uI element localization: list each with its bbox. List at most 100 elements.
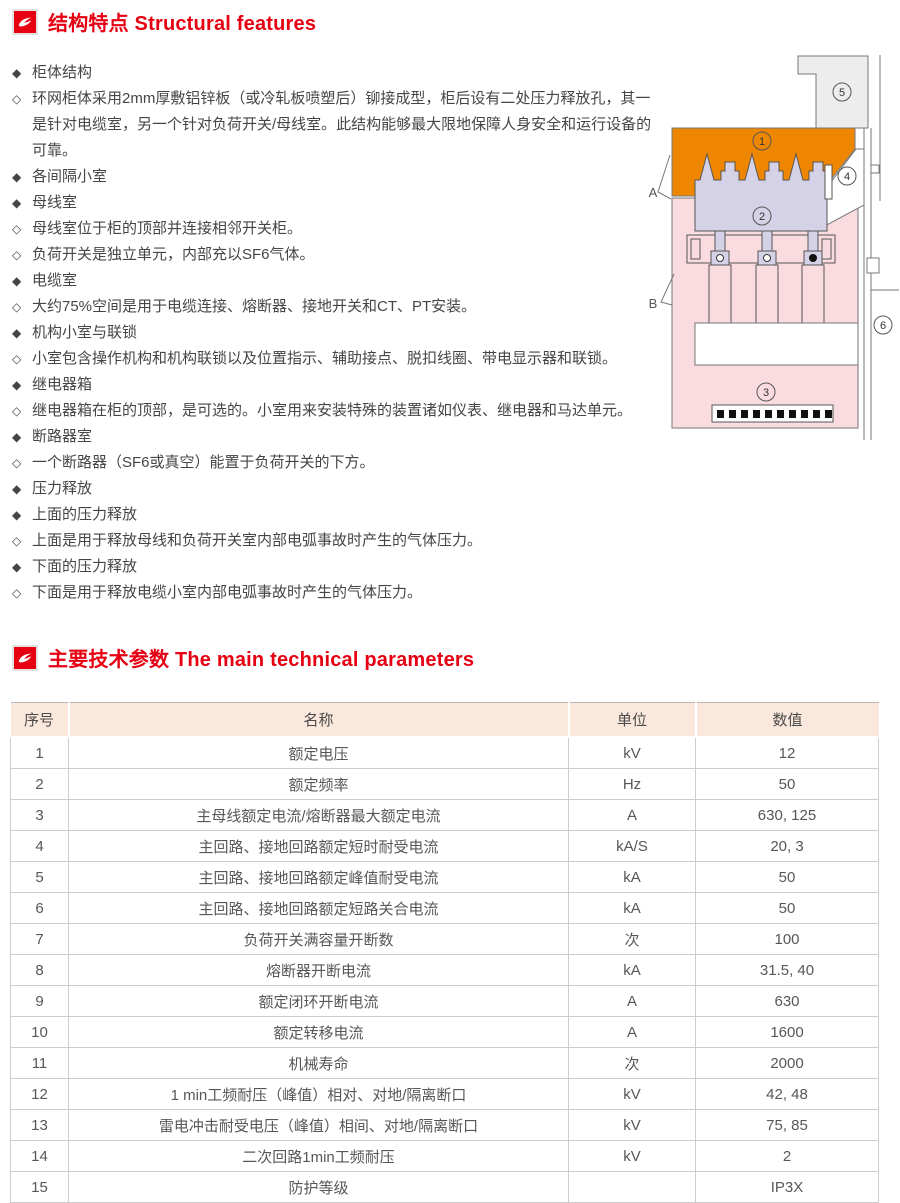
feature-item: ◆ 上面的压力释放 bbox=[12, 502, 660, 528]
cell-index: 6 bbox=[10, 892, 69, 924]
cell-unit bbox=[568, 1171, 696, 1203]
section-header-structural: 结构特点 Structural features bbox=[12, 7, 316, 36]
cell-value: 2000 bbox=[695, 1047, 879, 1079]
feature-text: 环网柜体采用2mm厚敷铝锌板（或冷轧板喷塑后）铆接成型，柜后设有二处压力释放孔，… bbox=[32, 90, 652, 159]
structural-features-list: ◆ 柜体结构 ◇ 环网柜体采用2mm厚敷铝锌板（或冷轧板喷塑后）铆接成型，柜后设有二处… bbox=[12, 60, 660, 606]
marker-4: 4 bbox=[844, 171, 850, 183]
feature-item: ◇ 继电器箱在柜的顶部，是可选的。小室用来安装特殊的装置诸如仪表、继电器和马达单元… bbox=[12, 398, 660, 424]
parameter-row: 9 额定闭环开断电流 A 630 bbox=[10, 985, 879, 1017]
filled-diamond-bullet-icon: ◆ bbox=[12, 430, 22, 444]
col-header-index: 序号 bbox=[10, 702, 70, 738]
cell-index: 2 bbox=[10, 768, 69, 800]
cell-name: 熔断器开断电流 bbox=[68, 954, 569, 986]
open-diamond-bullet-icon: ◇ bbox=[12, 222, 22, 236]
bushing-strip bbox=[824, 164, 833, 200]
section-title: 结构特点 Structural features bbox=[48, 13, 317, 35]
cell-unit: kA bbox=[568, 892, 696, 924]
feature-text: 压力释放 bbox=[32, 480, 93, 497]
col-header-value: 数值 bbox=[694, 702, 879, 738]
open-diamond-bullet-icon: ◇ bbox=[12, 456, 22, 470]
filled-diamond-bullet-icon: ◆ bbox=[12, 378, 22, 392]
feature-item: ◆ 下面的压力释放 bbox=[12, 554, 660, 580]
cell-index: 8 bbox=[10, 954, 69, 986]
cell-unit: kA bbox=[568, 954, 696, 986]
feature-item: ◆ 继电器箱 bbox=[12, 372, 660, 398]
cell-value: 12 bbox=[695, 736, 879, 769]
ventilation-grille bbox=[711, 404, 834, 423]
cell-unit: A bbox=[568, 1016, 696, 1048]
cell-index: 1 bbox=[10, 736, 69, 769]
cell-index: 12 bbox=[10, 1078, 69, 1110]
zone-label-b: B bbox=[649, 296, 658, 311]
zone-a-leader bbox=[657, 154, 672, 200]
cell-unit: kV bbox=[568, 1109, 696, 1141]
cell-value: 100 bbox=[695, 923, 879, 955]
feature-text: 小室包含操作机构和机构联锁以及位置指示、辅助接点、脱扣线圈、带电显示器和联锁。 bbox=[32, 350, 618, 367]
cable-bay-cutout bbox=[694, 322, 859, 366]
cell-value: 50 bbox=[695, 892, 879, 924]
feature-item: ◇ 负荷开关是独立单元，内部充以SF6气体。 bbox=[12, 242, 660, 268]
filled-diamond-bullet-icon: ◆ bbox=[12, 170, 22, 184]
feature-item: ◆ 电缆室 bbox=[12, 268, 660, 294]
cell-value: 31.5, 40 bbox=[695, 954, 879, 986]
feature-text: 上面是用于释放母线和负荷开关室内部电弧事故时产生的气体压力。 bbox=[32, 532, 483, 549]
feature-text: 一个断路器（SF6或真空）能置于负荷开关的下方。 bbox=[32, 454, 375, 471]
parameter-row: 10 额定转移电流 A 1600 bbox=[10, 1016, 879, 1048]
cell-unit: kV bbox=[568, 1140, 696, 1172]
cell-name: 主母线额定电流/熔断器最大额定电流 bbox=[68, 799, 569, 831]
feature-text: 大约75%空间是用于电缆连接、熔断器、接地开关和CT、PT安装。 bbox=[32, 298, 477, 315]
feature-item: ◇ 一个断路器（SF6或真空）能置于负荷开关的下方。 bbox=[12, 450, 660, 476]
parameter-row: 1 额定电压 kV 12 bbox=[10, 736, 879, 769]
cell-unit: kA bbox=[568, 861, 696, 893]
feature-item: ◆ 各间隔小室 bbox=[12, 164, 660, 190]
feature-text: 母线室位于柜的顶部并连接相邻开关柜。 bbox=[32, 220, 303, 237]
feature-item: ◇ 上面是用于释放母线和负荷开关室内部电弧事故时产生的气体压力。 bbox=[12, 528, 660, 554]
parameter-row: 5 主回路、接地回路额定峰值耐受电流 kA 50 bbox=[10, 861, 879, 893]
col-header-name: 名称 bbox=[67, 702, 570, 738]
parameter-row: 7 负荷开关满容量开断数次 100 bbox=[10, 923, 879, 955]
feature-item: ◇ 环网柜体采用2mm厚敷铝锌板（或冷轧板喷塑后）铆接成型，柜后设有二处压力释放孔… bbox=[12, 86, 660, 164]
filled-diamond-bullet-icon: ◆ bbox=[12, 66, 22, 80]
cell-value: 50 bbox=[695, 861, 879, 893]
cell-index: 9 bbox=[10, 985, 69, 1017]
cell-value: 630 bbox=[695, 985, 879, 1017]
cell-name: 防护等级 bbox=[68, 1171, 569, 1203]
cell-name: 主回路、接地回路额定短时耐受电流 bbox=[68, 830, 569, 862]
parameter-row: 8 熔断器开断电流 kA 31.5, 40 bbox=[10, 954, 879, 986]
open-diamond-bullet-icon: ◇ bbox=[12, 92, 22, 106]
open-diamond-bullet-icon: ◇ bbox=[12, 300, 22, 314]
cell-index: 3 bbox=[10, 799, 69, 831]
open-diamond-bullet-icon: ◇ bbox=[12, 586, 22, 600]
cell-unit: 次 bbox=[568, 1047, 696, 1079]
open-diamond-bullet-icon: ◇ bbox=[12, 352, 22, 366]
section-title: 主要技术参数 The main technical parameters bbox=[48, 649, 475, 671]
cell-unit: A bbox=[568, 985, 696, 1017]
marker-1: 1 bbox=[759, 136, 765, 148]
cell-name: 额定电压 bbox=[68, 736, 569, 769]
feature-text: 母线室 bbox=[32, 194, 78, 211]
frame-bracket bbox=[821, 238, 832, 260]
switchgear-cross-section-diagram: A B 1 2 3 4 5 6 bbox=[645, 53, 900, 451]
cell-name: 二次回路1min工频耐压 bbox=[68, 1140, 569, 1172]
feature-text: 柜体结构 bbox=[32, 64, 93, 81]
cell-index: 4 bbox=[10, 830, 69, 862]
cell-value: 2 bbox=[695, 1140, 879, 1172]
cell-unit: A bbox=[568, 799, 696, 831]
feature-text: 断路器室 bbox=[32, 428, 93, 445]
cell-name: 负荷开关满容量开断数 bbox=[68, 923, 569, 955]
feature-text: 各间隔小室 bbox=[32, 168, 108, 185]
zone-label-a: A bbox=[649, 185, 658, 200]
filled-diamond-bullet-icon: ◆ bbox=[12, 326, 22, 340]
marker-3: 3 bbox=[763, 387, 769, 399]
cell-unit: kA/S bbox=[568, 830, 696, 862]
marker-2: 2 bbox=[759, 211, 765, 223]
filled-diamond-bullet-icon: ◆ bbox=[12, 196, 22, 210]
feature-text: 下面是用于释放电缆小室内部电弧事故时产生的气体压力。 bbox=[32, 584, 423, 601]
feature-item: ◆ 压力释放 bbox=[12, 476, 660, 502]
cell-value: IP3X bbox=[695, 1171, 879, 1203]
cell-index: 10 bbox=[10, 1016, 69, 1048]
parameter-row: 6 主回路、接地回路额定短路关合电流 kA 50 bbox=[10, 892, 879, 924]
brand-swoosh-icon bbox=[12, 644, 38, 671]
table-header-row: 序号 名称 单位 数值 bbox=[10, 702, 879, 738]
cell-name: 1 min工频耐压（峰值）相对、对地/隔离断口 bbox=[68, 1078, 569, 1110]
